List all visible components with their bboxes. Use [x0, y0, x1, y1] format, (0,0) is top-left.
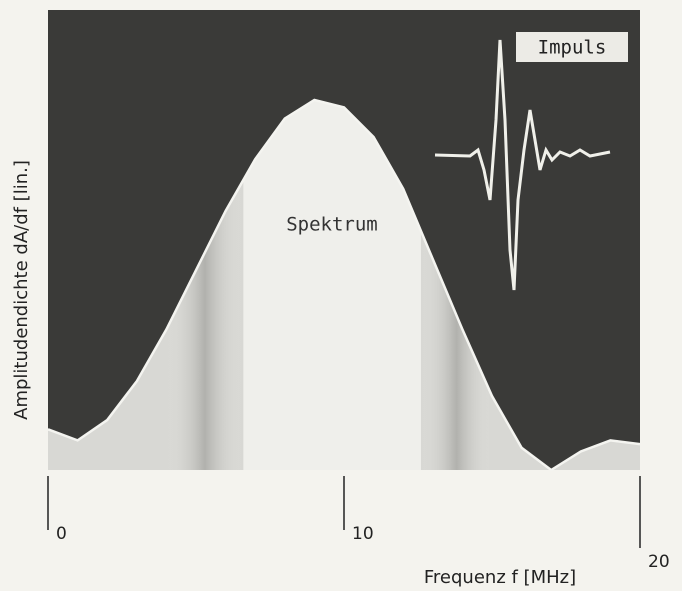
- impuls-box: [516, 32, 628, 62]
- x-tick-label: 20: [648, 552, 670, 572]
- impuls-label: Impuls: [538, 37, 607, 59]
- impulse-trace: [434, 39, 611, 291]
- plot-area: [47, 10, 641, 472]
- x-tick-label: 10: [352, 524, 374, 544]
- x-tick-label: 0: [56, 524, 67, 544]
- spectrum-line: [47, 98, 641, 472]
- spektrum-label: Spektrum: [286, 214, 378, 236]
- y-axis-label: Amplitudendichte dA/df [lin.]: [11, 160, 32, 420]
- x-axis-label: Frequenz f [MHz]: [424, 567, 576, 588]
